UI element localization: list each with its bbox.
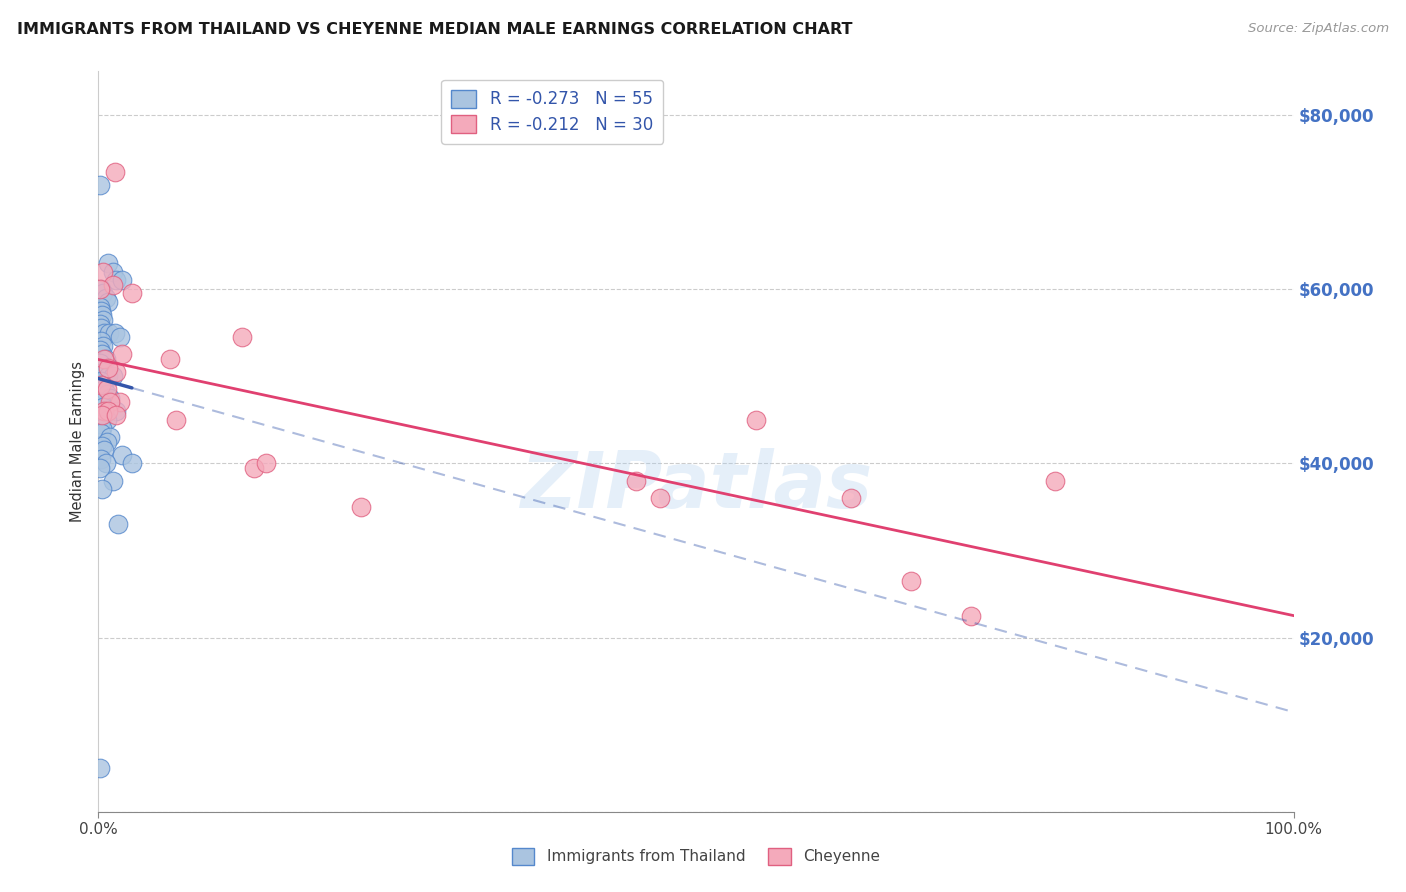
Point — [108, 330, 131, 344]
Point — [91, 265, 114, 279]
Point — [89, 761, 111, 775]
Point — [111, 273, 134, 287]
Point — [90, 334, 112, 349]
Point — [91, 409, 114, 423]
Point — [91, 312, 114, 326]
Point — [243, 460, 266, 475]
Point — [231, 330, 253, 344]
Point — [97, 256, 120, 270]
Point — [91, 365, 114, 379]
Point — [91, 339, 114, 353]
Y-axis label: Median Male Earnings: Median Male Earnings — [70, 361, 86, 522]
Point — [96, 413, 118, 427]
Point — [97, 369, 120, 384]
Point — [108, 395, 131, 409]
Point — [841, 491, 863, 505]
Point — [89, 317, 111, 331]
Text: ZIPatlas: ZIPatlas — [520, 448, 872, 524]
Point — [91, 400, 114, 414]
Point — [98, 395, 122, 409]
Point — [91, 347, 114, 361]
Point — [94, 351, 117, 366]
Point — [89, 282, 111, 296]
Point — [94, 291, 117, 305]
Point — [93, 409, 115, 423]
Point — [900, 574, 922, 588]
Point — [101, 265, 124, 279]
Point — [105, 404, 128, 418]
Point — [254, 456, 277, 470]
Point — [960, 608, 983, 623]
Point — [93, 443, 115, 458]
Point — [89, 460, 111, 475]
Point — [89, 417, 111, 431]
Point — [89, 178, 111, 192]
Point — [90, 378, 112, 392]
Point — [96, 382, 118, 396]
Point — [89, 343, 111, 357]
Point — [91, 421, 114, 435]
Point — [121, 456, 143, 470]
Point — [90, 425, 112, 440]
Point — [93, 326, 115, 340]
Point — [104, 164, 127, 178]
Point — [159, 351, 181, 366]
Point — [90, 282, 112, 296]
Point — [97, 404, 120, 418]
Point — [98, 326, 121, 340]
Point — [98, 391, 122, 405]
Point — [165, 413, 187, 427]
Point — [89, 300, 111, 314]
Point — [650, 491, 672, 505]
Point — [101, 369, 124, 384]
Point — [96, 386, 118, 401]
Point — [90, 321, 112, 335]
Point — [90, 360, 112, 375]
Point — [91, 378, 114, 392]
Point — [91, 308, 114, 322]
Point — [1043, 474, 1066, 488]
Point — [90, 304, 112, 318]
Point — [93, 382, 115, 396]
Point — [90, 452, 112, 467]
Text: Source: ZipAtlas.com: Source: ZipAtlas.com — [1249, 22, 1389, 36]
Point — [97, 295, 120, 310]
Point — [90, 374, 112, 388]
Point — [105, 273, 128, 287]
Point — [101, 474, 124, 488]
Point — [107, 517, 129, 532]
Point — [91, 286, 114, 301]
Point — [89, 356, 111, 370]
Point — [97, 360, 120, 375]
Point — [91, 483, 114, 497]
Point — [93, 404, 115, 418]
Point — [105, 409, 128, 423]
Point — [104, 326, 127, 340]
Point — [94, 456, 117, 470]
Point — [111, 347, 134, 361]
Point — [101, 277, 124, 292]
Point — [96, 434, 118, 449]
Point — [93, 351, 115, 366]
Point — [626, 474, 648, 488]
Legend: Immigrants from Thailand, Cheyenne: Immigrants from Thailand, Cheyenne — [505, 842, 887, 871]
Point — [350, 500, 373, 514]
Point — [98, 430, 122, 444]
Point — [121, 286, 143, 301]
Text: IMMIGRANTS FROM THAILAND VS CHEYENNE MEDIAN MALE EARNINGS CORRELATION CHART: IMMIGRANTS FROM THAILAND VS CHEYENNE MED… — [17, 22, 852, 37]
Point — [745, 413, 768, 427]
Point — [105, 365, 128, 379]
Point — [111, 448, 134, 462]
Point — [91, 439, 114, 453]
Point — [90, 395, 112, 409]
